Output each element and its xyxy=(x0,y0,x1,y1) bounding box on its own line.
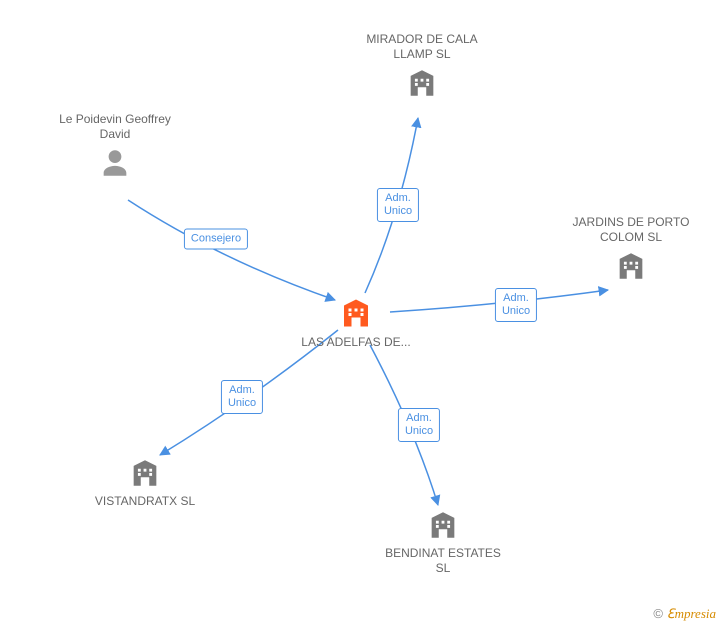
node-bendinat[interactable]: BENDINAT ESTATES SL xyxy=(383,508,503,576)
node-label-person: Le Poidevin Geoffrey David xyxy=(55,112,175,142)
brand-text: mpresia xyxy=(675,606,716,621)
node-label-center: LAS ADELFAS DE... xyxy=(296,335,416,350)
edge-label-vist: Adm. Unico xyxy=(221,380,263,414)
node-label-bendinat: BENDINAT ESTATES SL xyxy=(383,546,503,576)
edge-label-consejero: Consejero xyxy=(184,229,248,250)
edge-label-mirador: Adm. Unico xyxy=(377,188,419,222)
edge-person-center xyxy=(128,200,335,300)
node-center[interactable]: LAS ADELFAS DE... xyxy=(296,295,416,350)
brand-initial: ℇ xyxy=(667,606,675,621)
node-label-vist: VISTANDRATX SL xyxy=(85,494,205,509)
edge-label-bendinat: Adm. Unico xyxy=(398,408,440,442)
person-icon xyxy=(98,146,132,180)
edge-label-jardins: Adm. Unico xyxy=(495,288,537,322)
diagram-canvas: Consejero Adm. Unico Adm. Unico Adm. Uni… xyxy=(0,0,728,630)
company-icon xyxy=(128,456,162,490)
company-icon xyxy=(426,508,460,542)
node-person[interactable]: Le Poidevin Geoffrey David xyxy=(55,112,175,180)
company-icon xyxy=(405,66,439,100)
copyright-symbol: © xyxy=(653,606,663,621)
company-icon xyxy=(614,249,648,283)
node-mirador[interactable]: MIRADOR DE CALA LLAMP SL xyxy=(362,32,482,100)
node-jardins[interactable]: JARDINS DE PORTO COLOM SL xyxy=(571,215,691,283)
node-label-mirador: MIRADOR DE CALA LLAMP SL xyxy=(362,32,482,62)
node-label-jardins: JARDINS DE PORTO COLOM SL xyxy=(571,215,691,245)
company-icon xyxy=(338,295,374,331)
node-vist[interactable]: VISTANDRATX SL xyxy=(85,456,205,509)
footer-brand: © ℇmpresia xyxy=(653,606,716,622)
